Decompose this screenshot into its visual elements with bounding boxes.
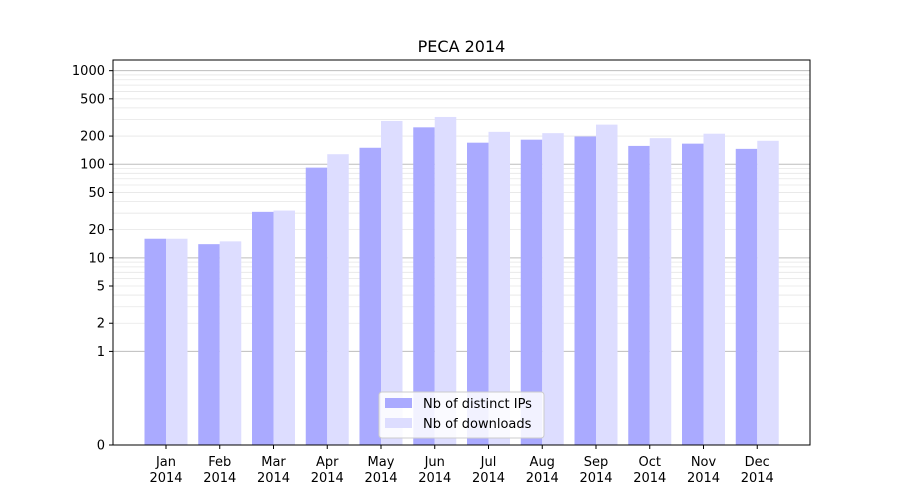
x-tick-label-year: 2014: [364, 471, 397, 486]
x-tick-label-year: 2014: [418, 471, 451, 486]
bar-distinct-ips-feb: [198, 244, 220, 445]
x-tick-label-month: Aug: [530, 455, 555, 470]
x-tick-label-month: May: [368, 455, 395, 470]
x-tick-label-month: Nov: [691, 455, 717, 470]
y-tick-label: 1000: [72, 64, 105, 79]
bar-distinct-ips-nov: [682, 143, 704, 445]
y-tick-label: 2: [97, 317, 105, 332]
bar-downloads-mar: [273, 210, 295, 445]
bar-distinct-ips-oct: [628, 145, 650, 445]
y-tick-label: 100: [80, 158, 105, 173]
y-tick-label: 50: [88, 186, 105, 201]
legend-label: Nb of downloads: [423, 417, 532, 432]
bar-downloads-jun: [434, 116, 457, 446]
legend-swatch: [385, 398, 412, 408]
x-tick-label-month: Sep: [584, 455, 609, 470]
bar-downloads-jan: [166, 238, 188, 445]
y-tick-label: 0: [97, 439, 105, 454]
x-tick-label-month: Jun: [424, 455, 445, 470]
bar-downloads-jul: [488, 131, 510, 445]
bar-distinct-ips-aug: [520, 139, 543, 445]
legend: Nb of distinct IPs Nb of downloads: [378, 391, 545, 439]
bar-distinct-ips-sep: [574, 136, 596, 445]
x-tick-label-month: Mar: [261, 455, 286, 470]
x-tick-label-year: 2014: [579, 471, 612, 486]
x-tick-label-month: Oct: [639, 455, 661, 470]
x-tick-label-year: 2014: [203, 471, 236, 486]
x-tick-label-month: Feb: [208, 455, 231, 470]
x-tick-label-month: Dec: [745, 455, 770, 470]
bar-downloads-sep: [596, 124, 618, 445]
bar-distinct-ips-apr: [305, 167, 328, 445]
bar-downloads-oct: [649, 138, 672, 446]
chart-title: PECA 2014: [418, 37, 506, 56]
bar-distinct-ips-dec: [735, 148, 758, 445]
bar-downloads-feb: [219, 241, 242, 445]
bar-downloads-may: [381, 120, 403, 445]
x-tick-label-year: 2014: [526, 471, 559, 486]
bar-distinct-ips-jul: [467, 142, 489, 445]
plot-frame: [112, 59, 811, 446]
legend-label: Nb of distinct IPs: [423, 397, 532, 412]
bar-distinct-ips-mar: [252, 211, 274, 445]
y-axis: 0 1 2 5 10 20 50 100 200 500 1000: [72, 64, 113, 454]
y-tick-label: 10: [88, 251, 105, 266]
bar-downloads-aug: [542, 133, 564, 446]
bar-distinct-ips-jan: [144, 238, 166, 445]
bar-downloads-nov: [703, 133, 725, 446]
y-tick-label: 200: [80, 130, 105, 145]
y-tick-label: 5: [97, 280, 105, 295]
x-tick-label-year: 2014: [149, 471, 182, 486]
x-tick-label-year: 2014: [741, 471, 774, 486]
x-tick-label-month: Jan: [155, 455, 176, 470]
legend-box: [378, 391, 545, 439]
x-tick-label-year: 2014: [633, 471, 666, 486]
x-tick-label-month: Jul: [480, 455, 497, 470]
x-tick-label-year: 2014: [311, 471, 344, 486]
x-tick-label-year: 2014: [257, 471, 290, 486]
bar-distinct-ips-may: [359, 147, 381, 445]
x-axis: Jan2014Feb2014Mar2014Apr2014May2014Jun20…: [149, 445, 774, 486]
y-tick-label: 500: [80, 92, 105, 107]
y-tick-label: 20: [88, 223, 105, 238]
bar-downloads-apr: [327, 154, 349, 446]
x-tick-label-year: 2014: [687, 471, 720, 486]
legend-swatch: [385, 418, 412, 428]
x-tick-label-month: Apr: [316, 455, 339, 470]
bar-downloads-dec: [757, 140, 779, 445]
bar-distinct-ips-jun: [413, 127, 435, 445]
x-tick-label-year: 2014: [472, 471, 505, 486]
bars: [144, 116, 779, 446]
y-tick-label: 1: [97, 345, 105, 360]
